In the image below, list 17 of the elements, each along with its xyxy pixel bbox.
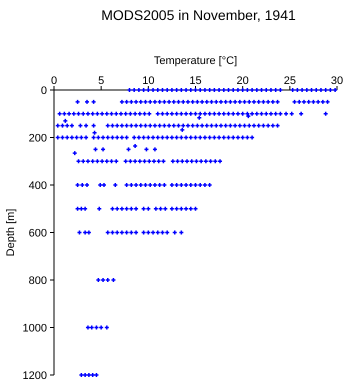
y-tick-label: 400 xyxy=(28,180,47,192)
x-tick-label: 30 xyxy=(330,75,344,87)
x-tick-label: 20 xyxy=(236,75,249,87)
x-tick-label: 0 xyxy=(50,75,58,87)
x-tick-label: 15 xyxy=(189,75,202,87)
y-tick-label: 1000 xyxy=(22,322,47,334)
y-tick-label: 200 xyxy=(28,132,47,144)
x-tick-label: 5 xyxy=(98,75,104,87)
y-tick-label: 600 xyxy=(28,228,47,240)
x-axis-title: Temperature [°C] xyxy=(154,55,238,67)
chart-title: MODS2005 in November, 1941 xyxy=(101,7,296,23)
y-axis-title: Depth [m] xyxy=(5,208,17,256)
x-tick-label: 10 xyxy=(142,75,154,87)
y-tick-label: 800 xyxy=(28,275,47,287)
y-tick-label: 0 xyxy=(40,85,47,97)
y-tick-label: 1200 xyxy=(22,370,47,382)
x-tick-label: 25 xyxy=(284,75,296,87)
